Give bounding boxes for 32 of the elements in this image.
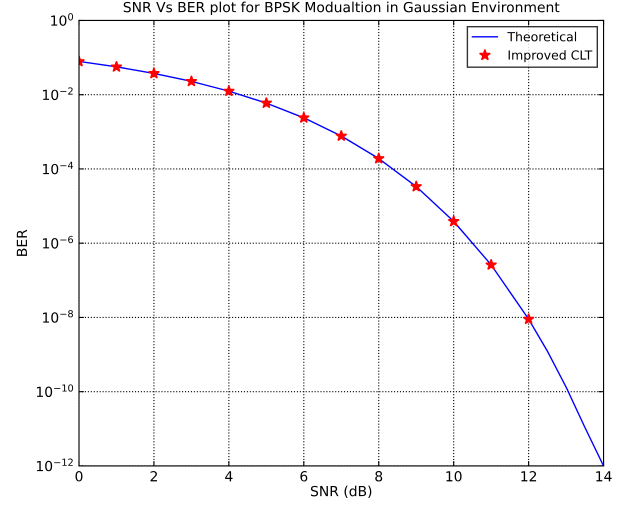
point xyxy=(260,96,272,108)
point xyxy=(110,60,122,72)
x-tick-label: 12 xyxy=(521,471,536,482)
y-tick-label: 10$^{−8}$ xyxy=(43,310,73,323)
point xyxy=(485,258,498,270)
y-axis-title: BER xyxy=(16,230,27,256)
y-tick-label: 10$^{−6}$ xyxy=(43,236,74,249)
point xyxy=(522,312,535,324)
point xyxy=(372,152,385,164)
point xyxy=(185,75,198,87)
x-tick-label: 8 xyxy=(375,471,382,482)
y-tick-label: 10$^{0}$ xyxy=(51,13,74,26)
legend-label: Improved CLT xyxy=(508,50,592,62)
point xyxy=(448,215,460,227)
x-tick-label: 4 xyxy=(225,471,233,482)
y-tick-label: 10$^{−4}$ xyxy=(43,162,74,174)
point xyxy=(298,112,310,123)
point xyxy=(148,67,160,79)
point xyxy=(222,84,235,96)
point xyxy=(410,180,422,192)
chart-title: SNR Vs BER plot for BPSK Modualtion in Gaussian Environment xyxy=(124,2,560,16)
point xyxy=(335,130,348,142)
x-tick-label: 6 xyxy=(300,471,308,482)
y-tick-label: 10$^{−10}$ xyxy=(36,384,74,398)
x-tick-label: 2 xyxy=(150,471,157,482)
y-tick-label: 10$^{−2}$ xyxy=(43,87,73,100)
x-tick-label: 0 xyxy=(75,471,82,482)
y-tick-label: 10$^{−12}$ xyxy=(36,458,73,472)
x-axis-title: SNR (dB) xyxy=(310,486,372,498)
legend-label: Theoretical xyxy=(507,32,576,42)
x-tick-label: 10 xyxy=(446,471,462,482)
x-tick-label: 14 xyxy=(596,471,612,482)
